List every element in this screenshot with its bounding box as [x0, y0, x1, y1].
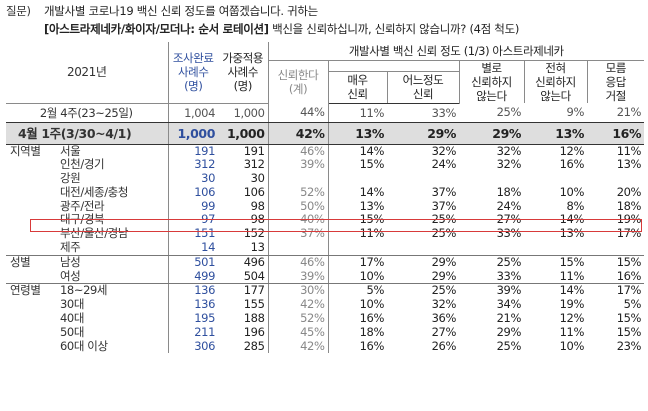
table-row: 대구/경북 97 98 40% 15% 25% 27% 14% 19% [60, 213, 642, 228]
row-label: 4월 1주(3/30~4/1) [6, 122, 168, 145]
row-label: 2월 4주(23~25일) [6, 103, 168, 123]
header-group-title: 개발사별 백신 신뢰 정도 (1/3) 아스트라제네카 [268, 42, 645, 61]
question-text-line1: 개발사별 코로나19 백신 신뢰 정도를 여쭙겠습니다. 귀하는 [44, 4, 318, 18]
header-weighted-count: 가중적용 사례수 (명) [218, 42, 269, 104]
header-year: 2021년 [6, 42, 168, 104]
header-trust-total: 신뢰한다 (계) [268, 60, 329, 103]
table-row: 인천/경기 312 312 39% 15% 24% 32% 16% 13% [60, 158, 642, 173]
table-row-highlighted: 대전/세종/충청 106 106 52% 14% 37% 18% 10% 20% [60, 185, 642, 200]
table-row: 60대 이상 306 285 42% 16% 26% 25% 10% 23% [60, 339, 642, 354]
table-row: 광주/전라 99 98 50% 13% 37% 24% 8% 18% [60, 199, 642, 214]
header-not-much-trust: 별로 신뢰하지 않는다 [458, 60, 524, 103]
header-dont-know: 모름 응답 거절 [586, 60, 645, 103]
table-row: 40대 195 188 52% 16% 36% 21% 12% 15% [60, 312, 642, 326]
table-row: 제주 14 13 [6, 241, 645, 256]
question-text-rest: 백신을 신뢰하십니까, 신뢰하지 않습니까? (4점 척도) [268, 22, 520, 36]
group-label: 연령별 [10, 283, 41, 298]
group-label: 지역별 [10, 144, 41, 158]
group-label: 성별 [10, 255, 31, 269]
table-row: 50대 211 196 45% 18% 27% 29% 11% 15% [60, 325, 642, 340]
table-row: 강원 30 30 [6, 172, 644, 186]
header-somewhat-trust: 어느정도 신뢰 [386, 71, 459, 104]
question-label: 질문) [6, 4, 31, 18]
table-row: 부산/울산/경남 151 152 37% 11% 25% 33% 13% 17% [60, 227, 642, 242]
table-row: 여성 499 504 39% 10% 29% 33% 11% 16% [6, 269, 645, 285]
table-row-total: 4월 1주(3/30~4/1) 1,000 1,000 42% 13% 29% … [6, 122, 645, 145]
question-rotation-note: [아스트라제네카/화이자/모더나: 순서 로테이션] [44, 22, 269, 36]
table-row: 성별 남성 501 496 46% 17% 29% 25% 15% 15% [6, 255, 644, 270]
header-not-at-all-trust: 전혀 신뢰하지 않는다 [523, 60, 587, 103]
header-very-trust: 매우 신뢰 [327, 71, 387, 104]
survey-results-table: 2021년 조사완료 사례수 (명) 가중적용 사례수 (명) 개발사별 백신 신뢰 정… [6, 42, 645, 354]
table-row: 지역별 서울 191 191 46% 14% 32% 32% 12% 11% [6, 144, 644, 159]
table-row-previous: 2월 4주(23~25일) 1,004 1,000 44% 11% 33% 25… [6, 103, 645, 123]
question-text-line2: [아스트라제네카/화이자/모더나: 순서 로테이션] 백신을 신뢰하십니까, 신… [44, 21, 519, 38]
table-row: 연령별 18~29세 136 177 30% 5% 25% 39% 14% 17% [6, 283, 644, 299]
header-survey-count: 조사완료 사례수 (명) [167, 42, 218, 104]
table-row: 30대 136 155 42% 10% 32% 34% 19% 5% [60, 298, 642, 313]
